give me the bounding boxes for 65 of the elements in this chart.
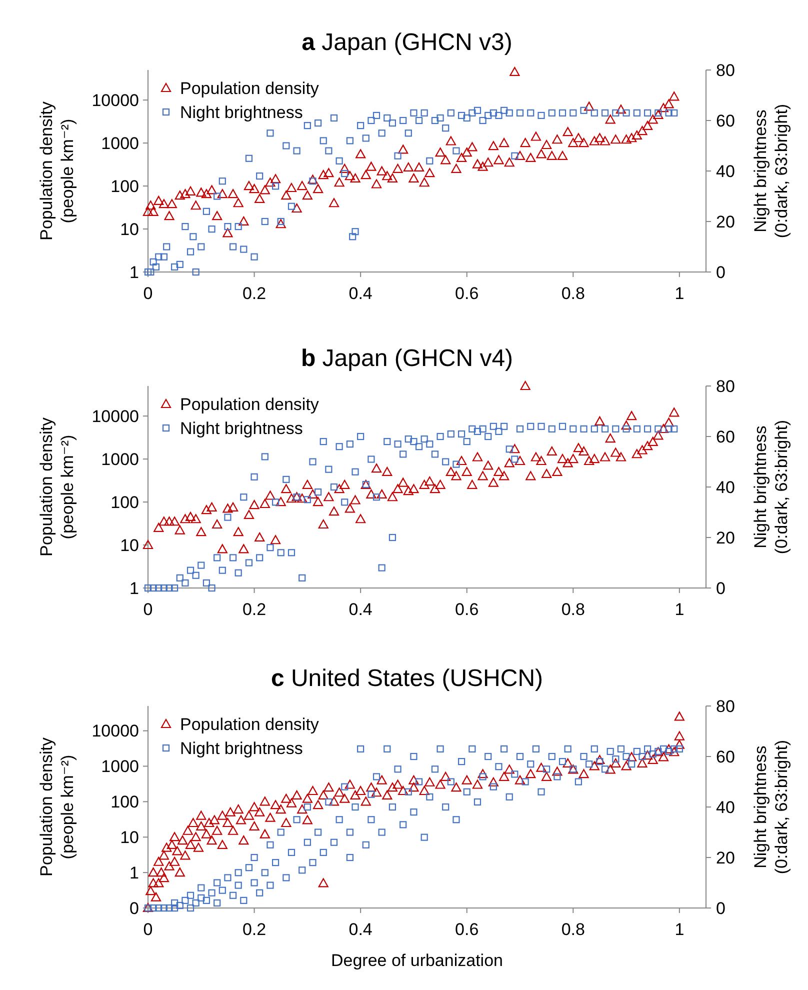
y2-tick-label: 60 xyxy=(716,111,735,130)
chart-title: b Japan (GHCN v4) xyxy=(300,345,514,372)
x-tick-label: 1 xyxy=(674,284,684,303)
x-axis-title: Degree of urbanization xyxy=(330,951,504,970)
y2-tick-label: 80 xyxy=(716,376,735,396)
x-tick-label: 0 xyxy=(143,600,153,619)
y2-tick-label: 60 xyxy=(716,747,735,766)
x-tick-label: 0 xyxy=(143,920,153,939)
y-tick-label: 1000 xyxy=(101,757,139,776)
chart-title: c United States (USHCN) xyxy=(270,665,544,692)
y-tick-label: 100 xyxy=(110,792,139,812)
legend-label: Population density xyxy=(180,78,320,98)
y2-tick-label: 20 xyxy=(716,528,735,548)
y2-tick-label: 0 xyxy=(716,578,726,598)
y-tick-label: 1 xyxy=(130,864,139,883)
legend-label: Night brightness xyxy=(180,418,303,438)
y-tick-label: 10000 xyxy=(92,722,139,741)
y-tick-label: 100 xyxy=(110,492,139,512)
y2-axis-title: Night brightness (0:dark, 63:bright) xyxy=(751,104,791,238)
x-tick-label: 0.8 xyxy=(561,284,585,303)
x-tick-label: 0.4 xyxy=(348,920,372,939)
y2-tick-label: 40 xyxy=(716,162,735,181)
y-axis-title: Population density (people km⁻²) xyxy=(37,737,77,876)
y2-axis-title: Night brightness (0:dark, 63:bright) xyxy=(751,420,791,554)
x-tick-label: 1 xyxy=(674,600,684,619)
y2-tick-label: 80 xyxy=(716,60,735,80)
x-tick-label: 0.6 xyxy=(455,920,479,939)
y2-tick-label: 40 xyxy=(716,798,735,817)
x-tick-label: 0.2 xyxy=(242,600,266,619)
x-tick-label: 0.6 xyxy=(455,284,479,303)
legend-label: Population density xyxy=(180,394,320,414)
x-tick-label: 0.2 xyxy=(242,920,266,939)
y2-tick-label: 0 xyxy=(716,262,726,282)
y-tick-label: 1000 xyxy=(101,134,139,153)
legend-label: Population density xyxy=(180,714,320,734)
x-tick-label: 0.6 xyxy=(455,600,479,619)
y-tick-label: 1000 xyxy=(101,450,139,469)
y-tick-label: 0 xyxy=(130,898,139,918)
y2-tick-label: 20 xyxy=(716,212,735,232)
legend-label: Night brightness xyxy=(180,738,303,758)
y-tick-label: 10000 xyxy=(92,90,139,110)
x-tick-label: 0.4 xyxy=(348,600,372,619)
x-tick-label: 0.8 xyxy=(561,600,585,619)
y2-axis-title: Night brightness (0:dark, 63:bright) xyxy=(751,740,791,874)
y2-tick-label: 0 xyxy=(716,898,726,918)
y-axis-title: Population density (people km⁻²) xyxy=(37,417,77,556)
legend-label: Night brightness xyxy=(180,102,303,122)
y-axis-title: Population density (people km⁻²) xyxy=(37,101,77,240)
y-tick-label: 10 xyxy=(120,220,139,239)
y-tick-label: 10000 xyxy=(92,406,139,426)
y-tick-label: 1 xyxy=(130,578,139,598)
y-tick-label: 10 xyxy=(120,828,139,848)
y2-tick-label: 20 xyxy=(716,848,735,868)
x-tick-label: 0.8 xyxy=(561,920,585,939)
chart-title: a Japan (GHCN v3) xyxy=(302,29,512,56)
x-tick-label: 0.4 xyxy=(348,284,372,303)
y2-tick-label: 80 xyxy=(716,696,735,716)
x-tick-label: 0 xyxy=(143,284,153,303)
y-tick-label: 1 xyxy=(130,262,139,282)
x-tick-label: 0.2 xyxy=(242,284,266,303)
y-tick-label: 100 xyxy=(110,176,139,196)
y2-tick-label: 40 xyxy=(716,478,735,497)
y2-tick-label: 60 xyxy=(716,427,735,446)
y-tick-label: 10 xyxy=(120,536,139,555)
x-tick-label: 1 xyxy=(674,920,684,939)
